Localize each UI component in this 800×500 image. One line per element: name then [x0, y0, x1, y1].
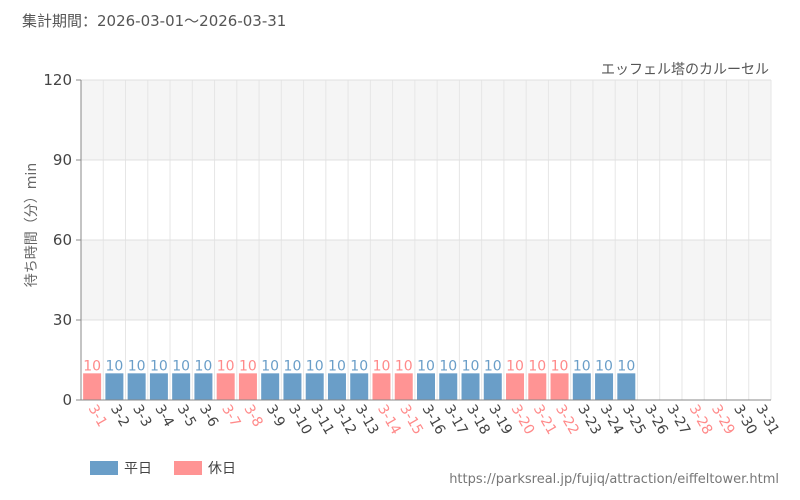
bar	[550, 373, 569, 400]
bar	[83, 373, 102, 400]
bar-value-label: 10	[373, 358, 391, 374]
period-label: 集計期間：2026-03-01～2026-03-31	[22, 12, 287, 30]
plot-band	[81, 80, 771, 160]
bar	[528, 373, 547, 400]
bar-value-label: 10	[261, 358, 279, 374]
legend-weekday: 平日	[90, 458, 152, 478]
plot-band	[81, 240, 771, 320]
y-tick-label: 0	[62, 391, 72, 409]
plot-bands	[81, 80, 771, 400]
bar-value-label: 10	[217, 358, 235, 374]
legend-holiday: 休日	[174, 458, 236, 478]
bar	[372, 373, 391, 400]
bar	[149, 373, 168, 400]
bar	[283, 373, 302, 400]
bar	[105, 373, 124, 400]
bar	[595, 373, 614, 400]
bar-value-label: 10	[617, 358, 635, 374]
x-tick-label: 3-5	[174, 402, 199, 430]
bar	[216, 373, 235, 400]
legend-weekday-swatch	[90, 461, 118, 475]
bar	[439, 373, 458, 400]
bar	[483, 373, 502, 400]
y-tick-label: 90	[53, 151, 72, 169]
bar	[238, 373, 257, 400]
bar-value-label: 10	[306, 358, 324, 374]
bar-value-label: 10	[172, 358, 190, 374]
bar-value-label: 10	[595, 358, 613, 374]
bar	[194, 373, 213, 400]
source-url[interactable]: https://parksreal.jp/fujiq/attraction/ei…	[449, 472, 779, 487]
axes	[76, 79, 771, 401]
bar	[305, 373, 324, 400]
y-tick-label: 60	[53, 231, 72, 249]
bar-value-label: 10	[462, 358, 480, 374]
x-tick-label: 3-2	[107, 402, 132, 430]
legend-holiday-label: 休日	[208, 461, 236, 477]
y-tick-label: 30	[53, 311, 72, 329]
bars	[83, 373, 636, 400]
bar	[394, 373, 413, 400]
bar-value-label: 10	[439, 358, 457, 374]
bar-value-label: 10	[417, 358, 435, 374]
x-tick-label: 3-4	[151, 402, 176, 430]
x-tick-label: 3-8	[240, 402, 265, 430]
x-tick-label: 3-1	[85, 402, 110, 430]
bar	[350, 373, 369, 400]
bar-value-label: 10	[528, 358, 546, 374]
bar-value-label: 10	[484, 358, 502, 374]
x-tick-label: 3-3	[129, 402, 154, 430]
bar	[172, 373, 191, 400]
bar-value-label: 10	[195, 358, 213, 374]
x-tick-label: 3-6	[196, 402, 221, 430]
chart-title: エッフェル塔のカルーセル	[601, 62, 769, 78]
bar-value-label: 10	[83, 358, 101, 374]
bar-value-label: 10	[350, 358, 368, 374]
bar-value-label: 10	[506, 358, 524, 374]
bar-value-label: 10	[328, 358, 346, 374]
bar-value-label: 10	[105, 358, 123, 374]
bar-value-label: 10	[128, 358, 146, 374]
y-tick-label: 120	[43, 71, 72, 89]
bar	[327, 373, 346, 400]
legend-holiday-swatch	[174, 461, 202, 475]
x-tick-label: 3-9	[263, 402, 288, 430]
bar-value-label: 10	[395, 358, 413, 374]
legend-weekday-label: 平日	[124, 461, 152, 477]
plot-band	[81, 160, 771, 240]
bar	[617, 373, 636, 400]
bar	[417, 373, 435, 400]
bar-value-label: 10	[150, 358, 168, 374]
bar-value-labels: 10 10 10 10 10 10 10 10 10 10 10 10 10 10 10 10 10 10 10 10…	[83, 358, 635, 374]
bar	[127, 373, 146, 400]
bar	[461, 373, 480, 400]
x-tick-labels: 3-13-23-33-43-53-63-73-83-93-103-113-123…	[85, 402, 782, 438]
bar	[506, 373, 525, 400]
bar-value-label: 10	[239, 358, 257, 374]
bar	[261, 373, 280, 400]
x-tick-label: 3-7	[218, 402, 243, 430]
bar-value-label: 10	[551, 358, 569, 374]
bar-value-label: 10	[573, 358, 591, 374]
y-axis-label: 待ち時間（分）min	[24, 163, 40, 287]
bar-value-label: 10	[284, 358, 302, 374]
y-tick-labels: 0 30 60 90 120	[43, 71, 72, 409]
x-tick-label: 3-31	[752, 402, 782, 438]
bar	[572, 373, 591, 400]
